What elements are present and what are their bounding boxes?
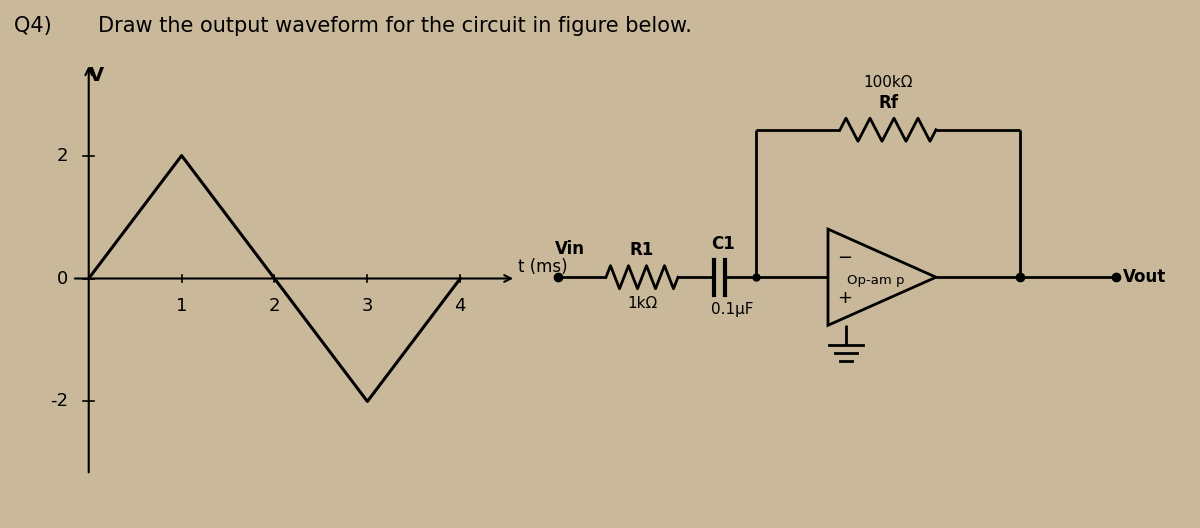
Text: 0.1μF: 0.1μF bbox=[710, 301, 754, 317]
Text: 2: 2 bbox=[269, 297, 281, 315]
Text: 3: 3 bbox=[361, 297, 373, 315]
Text: Vout: Vout bbox=[1123, 268, 1166, 286]
Text: C1: C1 bbox=[710, 235, 734, 253]
Text: 0: 0 bbox=[58, 269, 68, 288]
Text: 4: 4 bbox=[455, 297, 466, 315]
Text: Op-am p: Op-am p bbox=[847, 274, 905, 287]
Text: Rf: Rf bbox=[878, 94, 898, 112]
Text: 1kΩ: 1kΩ bbox=[626, 296, 658, 312]
Text: R1: R1 bbox=[630, 241, 654, 259]
Text: Vin: Vin bbox=[554, 240, 586, 258]
Text: V: V bbox=[89, 67, 103, 86]
Text: $+$: $+$ bbox=[838, 289, 852, 307]
Text: -2: -2 bbox=[50, 392, 68, 410]
Text: $-$: $-$ bbox=[838, 247, 852, 265]
Text: Q4)       Draw the output waveform for the circuit in figure below.: Q4) Draw the output waveform for the cir… bbox=[14, 16, 692, 36]
Text: 100kΩ: 100kΩ bbox=[863, 75, 913, 90]
Text: t (ms): t (ms) bbox=[518, 258, 568, 277]
Text: 1: 1 bbox=[176, 297, 187, 315]
Text: 2: 2 bbox=[56, 147, 68, 165]
